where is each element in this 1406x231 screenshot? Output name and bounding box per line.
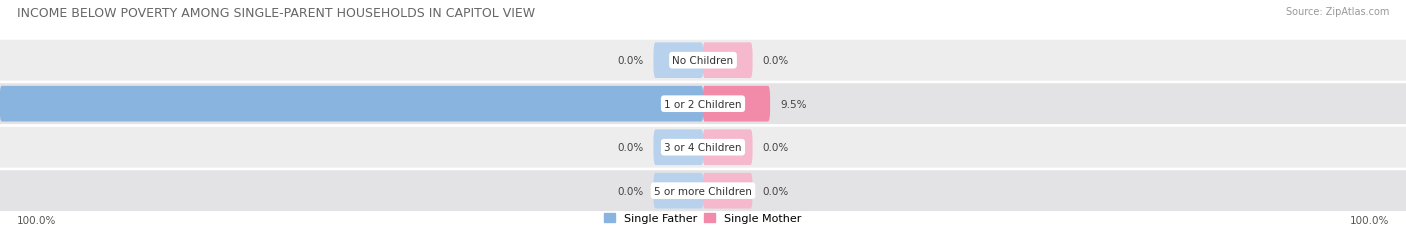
Text: Source: ZipAtlas.com: Source: ZipAtlas.com bbox=[1285, 7, 1389, 17]
Text: 3 or 4 Children: 3 or 4 Children bbox=[664, 143, 742, 152]
Text: 100.0%: 100.0% bbox=[17, 215, 56, 225]
FancyBboxPatch shape bbox=[654, 173, 703, 209]
Text: 0.0%: 0.0% bbox=[762, 186, 789, 196]
Text: 5 or more Children: 5 or more Children bbox=[654, 186, 752, 196]
FancyBboxPatch shape bbox=[654, 130, 703, 165]
FancyBboxPatch shape bbox=[703, 173, 752, 209]
Text: 100.0%: 100.0% bbox=[1350, 215, 1389, 225]
Legend: Single Father, Single Mother: Single Father, Single Mother bbox=[605, 213, 801, 223]
Text: INCOME BELOW POVERTY AMONG SINGLE-PARENT HOUSEHOLDS IN CAPITOL VIEW: INCOME BELOW POVERTY AMONG SINGLE-PARENT… bbox=[17, 7, 536, 20]
Text: 0.0%: 0.0% bbox=[762, 143, 789, 152]
FancyBboxPatch shape bbox=[0, 127, 1406, 168]
Text: 0.0%: 0.0% bbox=[762, 56, 789, 66]
FancyBboxPatch shape bbox=[0, 41, 1406, 81]
FancyBboxPatch shape bbox=[0, 170, 1406, 211]
Text: 9.5%: 9.5% bbox=[780, 99, 807, 109]
Text: 1 or 2 Children: 1 or 2 Children bbox=[664, 99, 742, 109]
FancyBboxPatch shape bbox=[703, 130, 752, 165]
FancyBboxPatch shape bbox=[703, 86, 770, 122]
Text: No Children: No Children bbox=[672, 56, 734, 66]
FancyBboxPatch shape bbox=[703, 43, 752, 79]
Text: 0.0%: 0.0% bbox=[617, 186, 644, 196]
Text: 0.0%: 0.0% bbox=[617, 56, 644, 66]
FancyBboxPatch shape bbox=[0, 86, 703, 122]
FancyBboxPatch shape bbox=[0, 84, 1406, 125]
Text: 0.0%: 0.0% bbox=[617, 143, 644, 152]
FancyBboxPatch shape bbox=[654, 43, 703, 79]
